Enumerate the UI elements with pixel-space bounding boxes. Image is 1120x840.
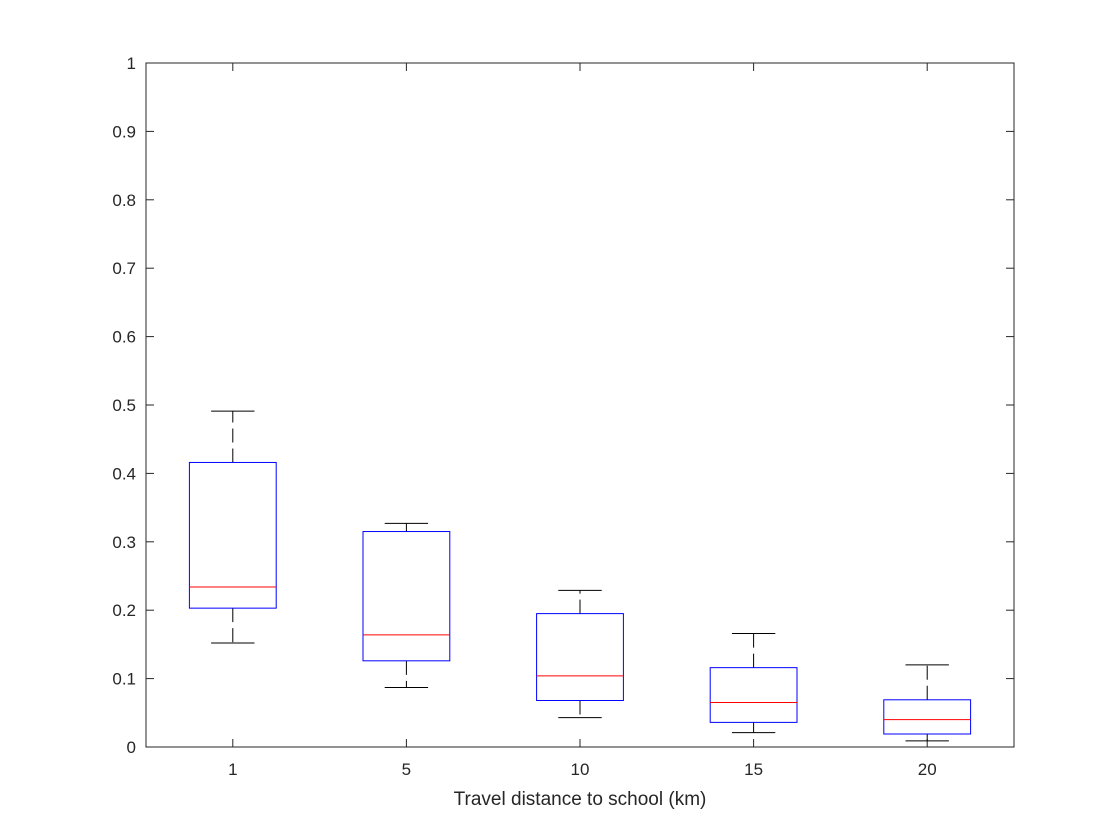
box-1 [188,410,277,644]
iqr-box [883,699,972,735]
tick-labels: 00.10.20.30.40.50.60.70.80.911 5 10 15 20 [112,54,936,779]
iqr-box [362,531,451,662]
y-tick-label: 0.6 [112,328,136,347]
y-tick-label: 1 [127,54,136,73]
boxes [188,410,972,742]
y-tick-label: 0.1 [112,670,136,689]
y-tick-label: 0.9 [112,122,136,141]
y-tick-label: 0.5 [112,396,136,415]
box-5 [362,522,451,688]
x-tick-label: 20 [918,760,937,779]
x-tick-label: 1 [228,760,237,779]
axes-frame [145,62,1015,748]
box-10 [536,589,624,719]
x-axis-label: Travel distance to school (km) [454,789,707,810]
box-20 [883,664,972,742]
y-tick-label: 0.2 [112,601,136,620]
axis-ticks [146,62,1014,748]
y-tick-label: 0.7 [112,259,136,278]
y-tick-label: 0.3 [112,533,136,552]
iqr-box [709,667,798,723]
y-tick-label: 0.4 [112,464,136,483]
y-tick-label: 0.8 [112,191,136,210]
x-tick-label: 15 [744,760,763,779]
x-tick-label: 10 [571,760,590,779]
iqr-box [536,613,624,701]
x-tick-label: 5 [402,760,411,779]
box-15 [709,632,798,734]
y-tick-label: 0 [127,738,136,757]
iqr-box [188,461,277,609]
